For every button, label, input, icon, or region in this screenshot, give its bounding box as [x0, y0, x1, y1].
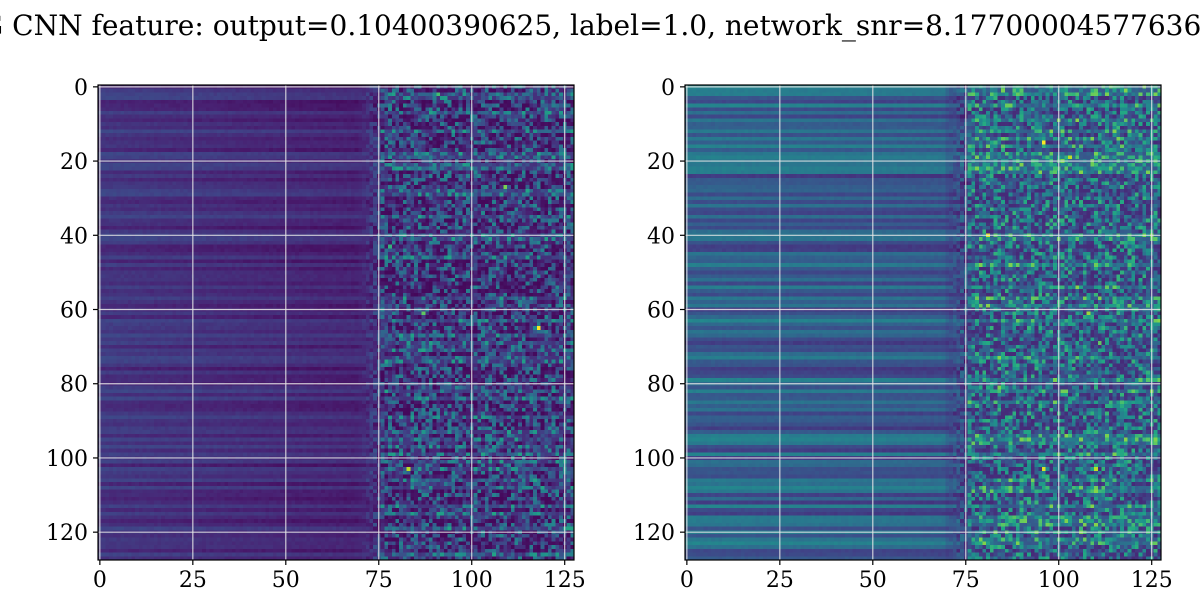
- y-tick-label: 100: [46, 447, 88, 472]
- x-tick-label: 25: [766, 568, 794, 593]
- x-tick-label: 50: [272, 568, 300, 593]
- y-tick-label: 0: [74, 76, 88, 101]
- heatmap-image: [98, 85, 574, 560]
- y-tick-label: 40: [647, 224, 675, 249]
- x-tick-label: 125: [544, 568, 586, 593]
- x-tick-label: 25: [179, 568, 207, 593]
- x-tick-label: 125: [1131, 568, 1173, 593]
- x-tick-label: 75: [365, 568, 393, 593]
- y-tick-label: 100: [633, 447, 675, 472]
- axes-frame: [97, 84, 575, 561]
- y-tick-label: 60: [60, 299, 88, 324]
- x-tick-label: 0: [93, 568, 107, 593]
- y-tick-label: 40: [60, 224, 88, 249]
- heatmap-image: [685, 85, 1161, 560]
- x-tick-label: 50: [859, 568, 887, 593]
- x-tick-label: 75: [952, 568, 980, 593]
- y-tick-label: 20: [647, 150, 675, 175]
- figure-title: G CNN feature: output=0.10400390625, lab…: [0, 9, 1200, 42]
- heatmap-panel-left: 0 25 50 75 100 125 0 20 40 60 80 100 120: [46, 76, 586, 593]
- y-tick-label: 20: [60, 150, 88, 175]
- x-tick-label: 100: [1038, 568, 1080, 593]
- x-tick-label: 100: [451, 568, 493, 593]
- heatmap-panel-right: 0 25 50 75 100 125 0 20 40 60 80 100 120: [633, 76, 1173, 593]
- y-tick-label: 80: [60, 373, 88, 398]
- y-tick-label: 80: [647, 373, 675, 398]
- axes-frame: [684, 84, 1162, 561]
- y-tick-label: 60: [647, 299, 675, 324]
- x-tick-label: 0: [680, 568, 694, 593]
- y-tick-label: 120: [46, 521, 88, 546]
- y-tick-label: 0: [661, 76, 675, 101]
- y-tick-label: 120: [633, 521, 675, 546]
